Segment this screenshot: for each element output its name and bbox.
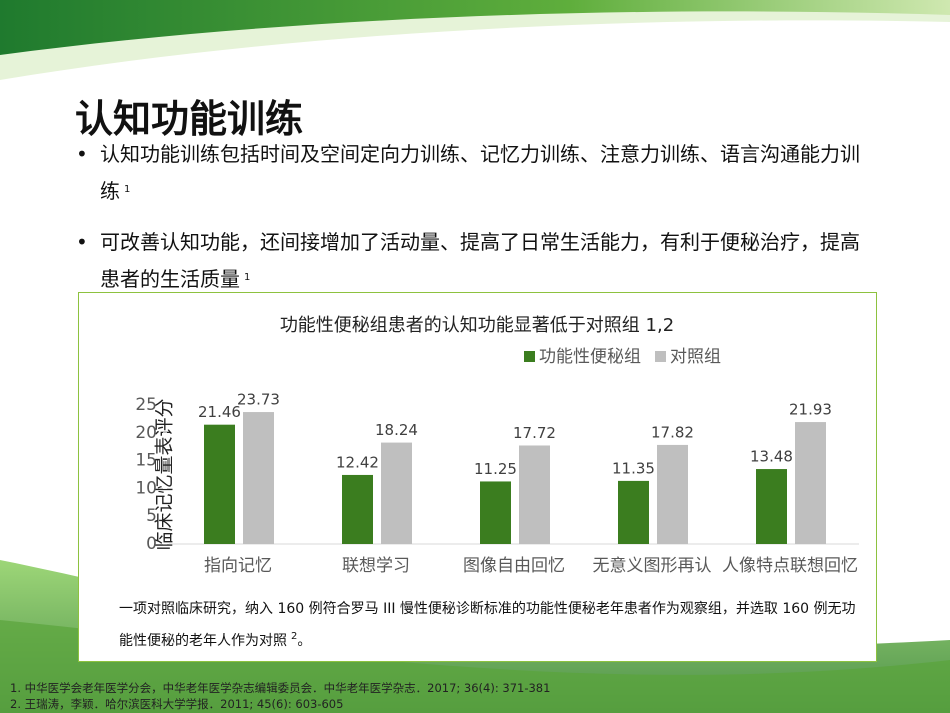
note-text: 一项对照临床研究，纳入 160 例符合罗马 III 慢性便秘诊断标准的功能性便秘… xyxy=(119,601,856,649)
chart-title: 功能性便秘组患者的认知功能显著低于对照组 1,2 xyxy=(280,315,674,336)
legend-swatch xyxy=(524,351,535,362)
x-tick-label: 联想学习 xyxy=(342,556,410,576)
y-tick-label: 20 xyxy=(135,423,157,443)
bullet-sup: 1 xyxy=(244,272,251,283)
bar xyxy=(657,444,688,544)
value-label: 18.24 xyxy=(375,421,418,439)
reference: 2. 王瑞涛，李颖．哈尔滨医科大学学报．2011; 45(6): 603-605 xyxy=(10,697,344,711)
bar xyxy=(756,469,787,544)
bullet-text: 可改善认知功能，还间接增加了活动量、提高了日常生活能力，有利于便秘治疗，提高患者… xyxy=(100,230,860,291)
value-label: 11.35 xyxy=(612,459,655,477)
value-label: 21.93 xyxy=(789,401,832,419)
bar xyxy=(795,422,826,544)
x-tick-label: 人像特点联想回忆 xyxy=(722,556,858,576)
note-end: 。 xyxy=(297,633,312,649)
value-label: 12.42 xyxy=(336,453,379,471)
x-tick-label: 图像自由回忆 xyxy=(463,556,565,576)
y-tick-label: 10 xyxy=(135,478,157,498)
y-tick-label: 15 xyxy=(135,451,157,471)
bottom-landscape-front xyxy=(0,620,950,713)
reference: 1. 中华医学会老年医学分会，中华老年医学杂志编辑委员会．中华老年医学杂志．20… xyxy=(10,681,551,695)
value-label: 13.48 xyxy=(750,448,793,466)
note: 一项对照临床研究，纳入 160 例符合罗马 III 慢性便秘诊断标准的功能性便秘… xyxy=(119,595,864,655)
legend-swatch xyxy=(655,351,666,362)
y-tick-label: 25 xyxy=(135,395,157,415)
y-tick-label: 5 xyxy=(146,506,157,526)
chart-box: 功能性便秘组患者的认知功能显著低于对照组 1,2 临床记忆量表评分 0 5 10 15 2… xyxy=(78,292,877,662)
bar xyxy=(519,445,550,544)
bar xyxy=(480,481,511,544)
bar xyxy=(204,424,235,544)
bullet-text: 认知功能训练包括时间及空间定向力训练、记忆力训练、注意力训练、语言沟通能力训练 xyxy=(100,142,860,203)
bar xyxy=(342,474,373,544)
value-label: 23.73 xyxy=(237,391,280,409)
x-tick-label: 指向记忆 xyxy=(204,556,272,576)
x-tick-label: 无意义图形再认 xyxy=(593,556,712,576)
value-label: 21.46 xyxy=(198,403,241,421)
legend-label: 对照组 xyxy=(670,347,721,367)
legend-label: 功能性便秘组 xyxy=(539,347,641,367)
y-axis-label: 临床记忆量表评分 xyxy=(154,398,176,550)
bar xyxy=(243,412,274,544)
note-sup: 2 xyxy=(291,631,298,642)
bar xyxy=(381,442,412,544)
slide-title: 认知功能训练 xyxy=(75,97,304,141)
bullet: 可改善认知功能，还间接增加了活动量、提高了日常生活能力，有利于便秘治疗，提高患者… xyxy=(76,224,870,297)
value-label: 17.72 xyxy=(513,424,556,442)
top-swoosh-light xyxy=(0,11,950,80)
value-label: 11.25 xyxy=(474,460,517,478)
bar xyxy=(618,480,649,544)
y-tick-label: 0 xyxy=(146,534,157,554)
top-swoosh xyxy=(0,0,950,75)
value-label: 17.82 xyxy=(651,423,694,441)
bullet-sup: 1 xyxy=(124,184,131,195)
